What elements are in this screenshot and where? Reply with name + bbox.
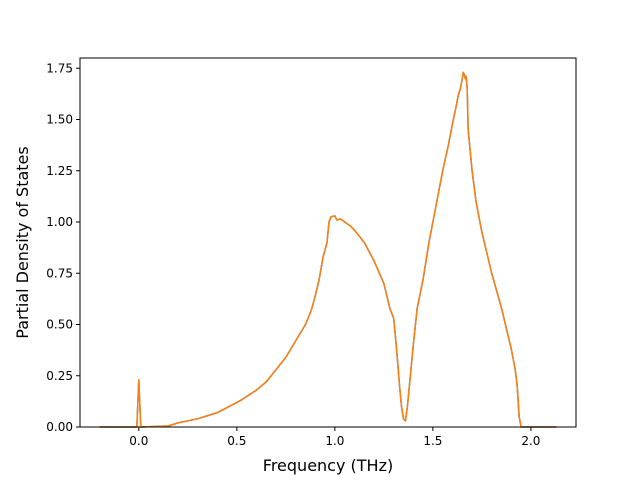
y-tick-label: 0.00	[46, 420, 73, 434]
x-tick-label: 0.0	[129, 434, 148, 448]
y-axis-label: Partial Density of States	[13, 146, 32, 338]
x-tick-label: 2.0	[521, 434, 540, 448]
series-layer	[99, 71, 557, 428]
x-axis: 0.0 0.5 1.0 1.5 2.0	[129, 427, 540, 448]
y-axis: 0.00 0.25 0.50 0.75 1.00 1.25 1.50 1.75	[46, 61, 80, 434]
y-tick-label: 1.75	[46, 61, 73, 75]
y-tick-label: 1.00	[46, 215, 73, 229]
y-tick-label: 0.50	[46, 318, 73, 332]
x-tick-label: 1.0	[325, 434, 344, 448]
plot-frame	[79, 57, 577, 428]
y-tick-label: 1.50	[46, 113, 73, 127]
y-tick-label: 1.25	[46, 164, 73, 178]
x-axis-label: Frequency (THz)	[263, 456, 393, 475]
series-line-2	[99, 71, 557, 428]
y-tick-label: 0.75	[46, 266, 73, 280]
y-tick-label: 0.25	[46, 369, 73, 383]
x-tick-label: 0.5	[227, 434, 246, 448]
x-tick-label: 1.5	[423, 434, 442, 448]
